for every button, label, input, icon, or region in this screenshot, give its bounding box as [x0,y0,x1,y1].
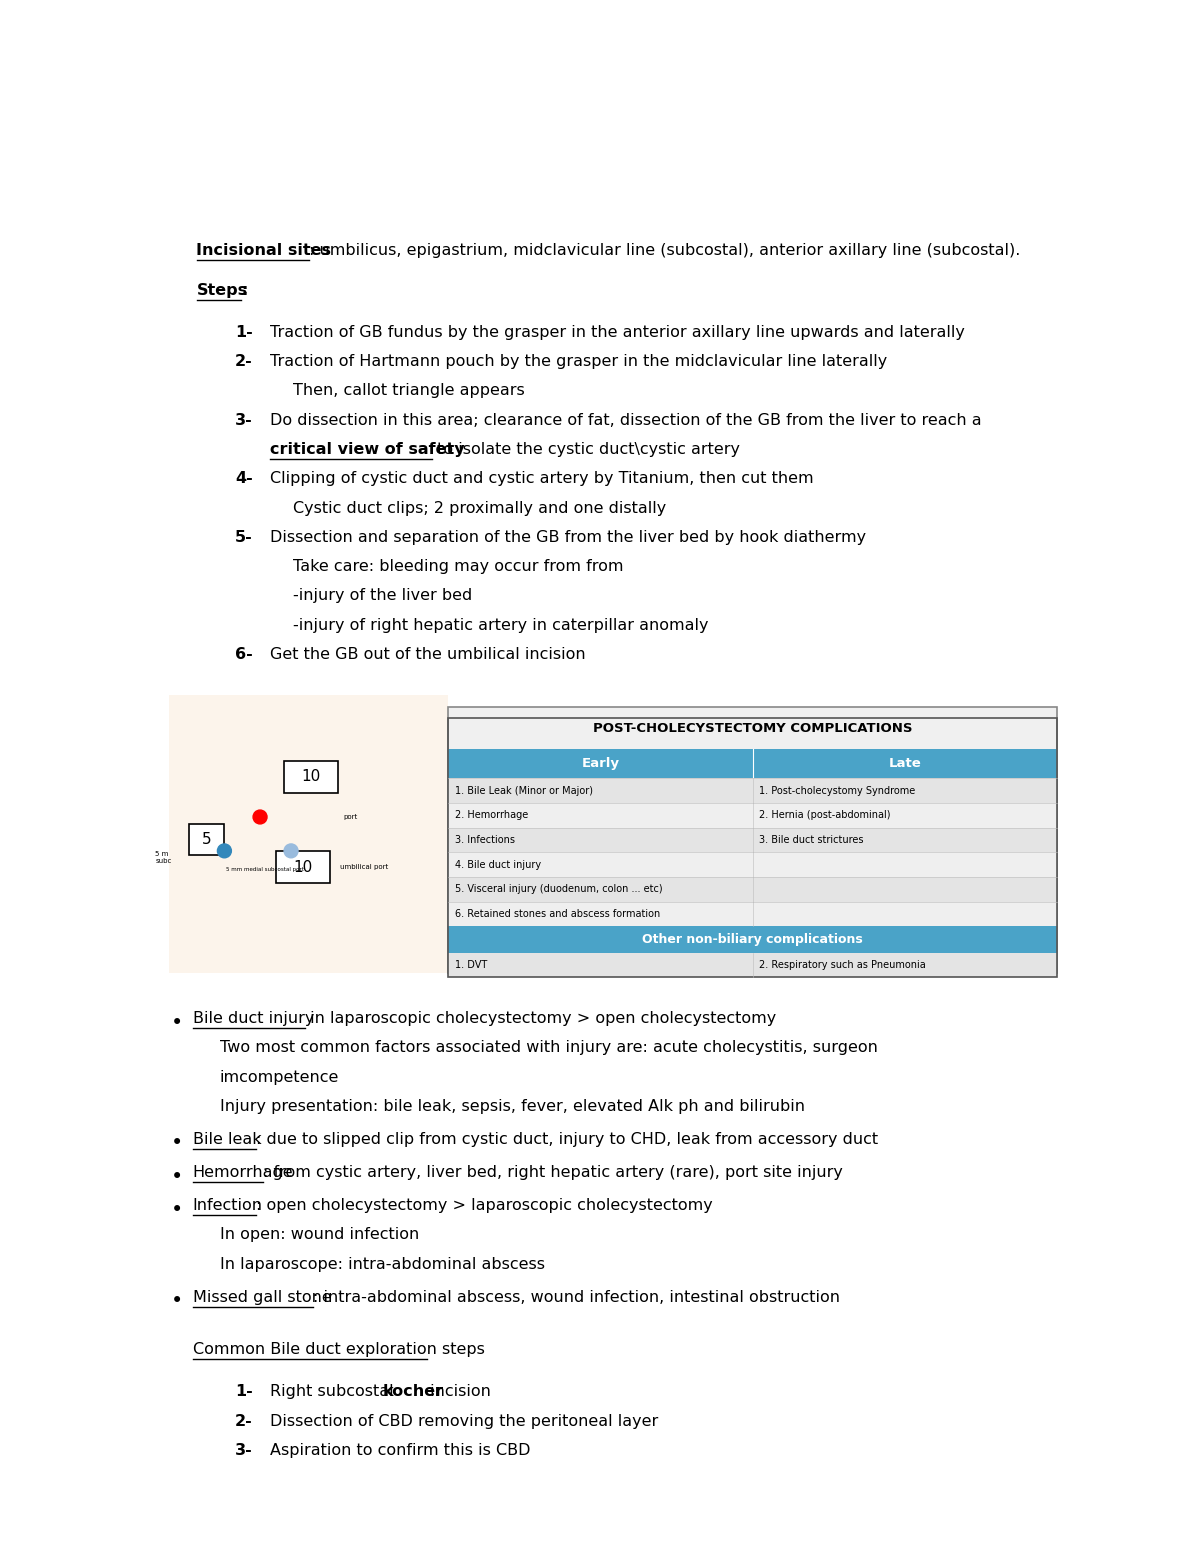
Text: 4-: 4- [235,471,253,486]
Text: 3. Bile duct strictures: 3. Bile duct strictures [758,836,863,845]
Text: Get the GB out of the umbilical incision: Get the GB out of the umbilical incision [270,646,586,662]
Text: 1-: 1- [235,325,253,340]
Text: 5 mm medial subcostal port: 5 mm medial subcostal port [226,867,304,871]
Text: 4. Bile duct injury: 4. Bile duct injury [455,860,541,870]
FancyBboxPatch shape [449,803,1057,828]
Text: •: • [170,1199,184,1219]
Text: Clipping of cystic duct and cystic artery by Titanium, then cut them: Clipping of cystic duct and cystic arter… [270,471,814,486]
Text: In laparoscope: intra-abdominal abscess: In laparoscope: intra-abdominal abscess [220,1256,545,1272]
Text: Aspiration to confirm this is CBD: Aspiration to confirm this is CBD [270,1443,530,1458]
Text: to isolate the cystic duct\cystic artery: to isolate the cystic duct\cystic artery [432,443,740,457]
Text: 5-: 5- [235,530,253,545]
Text: •: • [170,1291,184,1311]
Text: 2-: 2- [235,354,253,370]
FancyBboxPatch shape [449,877,1057,902]
Text: Steps: Steps [197,283,247,298]
Text: Take care: bleeding may occur from from: Take care: bleeding may occur from from [293,559,624,575]
Text: 3. Infections: 3. Infections [455,836,515,845]
Text: : intra-abdominal abscess, wound infection, intestinal obstruction: : intra-abdominal abscess, wound infecti… [312,1291,840,1305]
Circle shape [217,843,232,857]
FancyBboxPatch shape [169,696,449,972]
Text: 2. Respiratory such as Pneumonia: 2. Respiratory such as Pneumonia [758,960,925,969]
FancyBboxPatch shape [276,851,330,884]
Text: Common Bile duct exploration steps: Common Bile duct exploration steps [193,1342,485,1357]
Text: incision: incision [425,1384,491,1399]
Text: Hemorrhage: Hemorrhage [193,1165,293,1180]
Text: 2. Hernia (post-abdominal): 2. Hernia (post-abdominal) [758,811,890,820]
Text: imcompetence: imcompetence [220,1070,340,1084]
Text: critical view of safety: critical view of safety [270,443,464,457]
Text: port: port [343,814,358,820]
Text: Dissection and separation of the GB from the liver bed by hook diathermy: Dissection and separation of the GB from… [270,530,866,545]
Text: Two most common factors associated with injury are: acute cholecystitis, surgeon: Two most common factors associated with … [220,1041,877,1056]
Text: Bile duct injury: Bile duct injury [193,1011,314,1027]
Text: : due to slipped clip from cystic duct, injury to CHD, leak from accessory duct: : due to slipped clip from cystic duct, … [256,1132,878,1148]
Text: 1. Bile Leak (Minor or Major): 1. Bile Leak (Minor or Major) [455,786,593,795]
Text: •: • [170,1134,184,1154]
Text: Then, callot triangle appears: Then, callot triangle appears [293,384,526,399]
Text: Early: Early [582,758,619,770]
FancyBboxPatch shape [449,749,1057,778]
Text: Injury presentation: bile leak, sepsis, fever, elevated Alk ph and bilirubin: Injury presentation: bile leak, sepsis, … [220,1100,805,1114]
Text: 1. DVT: 1. DVT [455,960,487,969]
Text: Traction of Hartmann pouch by the grasper in the midclavicular line laterally: Traction of Hartmann pouch by the graspe… [270,354,887,370]
Text: : open cholecystectomy > laparoscopic cholecystectomy: : open cholecystectomy > laparoscopic ch… [256,1199,713,1213]
Text: 10: 10 [301,769,320,784]
FancyBboxPatch shape [449,707,1057,972]
Text: -injury of right hepatic artery in caterpillar anomaly: -injury of right hepatic artery in cater… [293,618,709,632]
FancyBboxPatch shape [449,902,1057,926]
Text: Cystic duct clips; 2 proximally and one distally: Cystic duct clips; 2 proximally and one … [293,500,667,516]
Text: Other non-biliary complications: Other non-biliary complications [642,933,863,946]
Text: 5 m
subc: 5 m subc [156,851,172,863]
Text: Missed gall stone: Missed gall stone [193,1291,331,1305]
Text: in laparoscopic cholecystectomy > open cholecystectomy: in laparoscopic cholecystectomy > open c… [306,1011,776,1027]
Text: Do dissection in this area; clearance of fat, dissection of the GB from the live: Do dissection in this area; clearance of… [270,413,986,427]
Text: Infection: Infection [193,1199,263,1213]
Text: 2-: 2- [235,1413,253,1429]
Circle shape [253,811,268,825]
FancyBboxPatch shape [449,952,1057,977]
FancyBboxPatch shape [449,778,1057,803]
Text: 5. Visceral injury (duodenum, colon ... etc): 5. Visceral injury (duodenum, colon ... … [455,884,662,895]
Text: :: : [241,283,248,298]
Text: Right subcostal: Right subcostal [270,1384,398,1399]
Text: -injury of the liver bed: -injury of the liver bed [293,589,473,603]
Text: Dissection of CBD removing the peritoneal layer: Dissection of CBD removing the peritonea… [270,1413,659,1429]
FancyBboxPatch shape [188,825,224,854]
Text: POST-CHOLECYSTECTOMY COMPLICATIONS: POST-CHOLECYSTECTOMY COMPLICATIONS [593,722,912,735]
FancyBboxPatch shape [449,853,1057,877]
Text: 1. Post-cholecystomy Syndrome: 1. Post-cholecystomy Syndrome [758,786,916,795]
Text: 1-: 1- [235,1384,253,1399]
Text: •: • [170,1013,184,1033]
Text: 6. Retained stones and abscess formation: 6. Retained stones and abscess formation [455,909,660,919]
Text: Bile leak: Bile leak [193,1132,262,1148]
Text: 10: 10 [294,859,313,874]
FancyBboxPatch shape [284,761,337,794]
Text: : from cystic artery, liver bed, right hepatic artery (rare), port site injury: : from cystic artery, liver bed, right h… [263,1165,844,1180]
Text: 6-: 6- [235,646,253,662]
Text: In open: wound infection: In open: wound infection [220,1227,419,1242]
Circle shape [284,843,298,857]
FancyBboxPatch shape [449,828,1057,853]
Text: 2. Hemorrhage: 2. Hemorrhage [455,811,528,820]
Text: 5: 5 [202,832,211,846]
FancyBboxPatch shape [449,926,1057,952]
Text: kocher: kocher [383,1384,444,1399]
Text: umbilical port: umbilical port [340,863,388,870]
Text: •: • [170,1166,184,1186]
Text: Traction of GB fundus by the grasper in the anterior axillary line upwards and l: Traction of GB fundus by the grasper in … [270,325,965,340]
Text: Late: Late [888,758,922,770]
Text: 3-: 3- [235,1443,253,1458]
Text: : umbilicus, epigastrium, midclavicular line (subcostal), anterior axillary line: : umbilicus, epigastrium, midclavicular … [308,242,1020,258]
Text: 3-: 3- [235,413,253,427]
Text: Incisional sites: Incisional sites [197,242,331,258]
